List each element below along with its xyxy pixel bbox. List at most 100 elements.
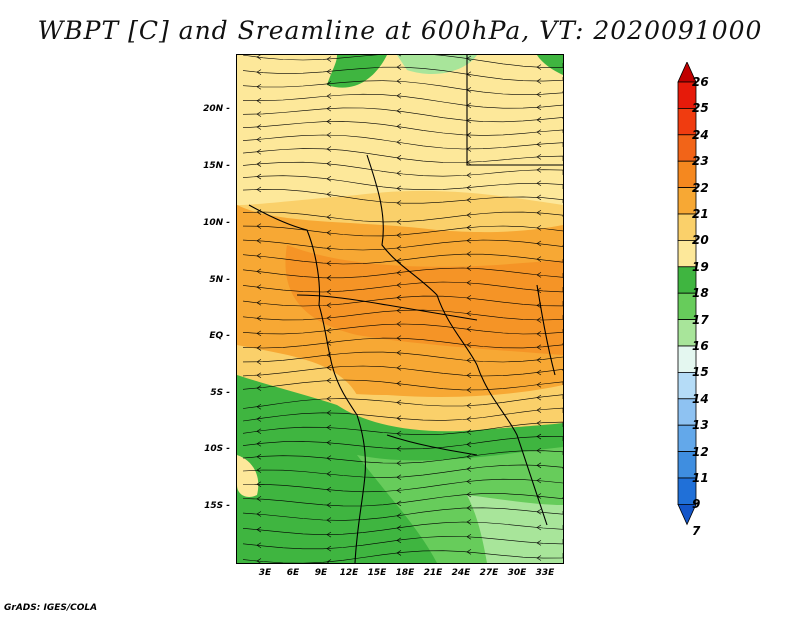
streamline-arrow	[536, 129, 542, 135]
streamline-arrow	[396, 282, 402, 288]
streamline-arrow	[256, 345, 262, 351]
streamline-arrow	[326, 230, 332, 236]
streamline	[242, 121, 563, 136]
streamline	[242, 80, 563, 96]
streamline-arrow	[536, 462, 542, 469]
streamline-arrow	[466, 251, 472, 257]
colorbar-label: 18	[692, 286, 709, 301]
streamline-arrow	[396, 78, 402, 84]
streamline-arrow	[326, 176, 332, 182]
streamline-arrow	[396, 108, 402, 114]
streamline-arrow	[396, 399, 402, 406]
streamline-arrow	[536, 117, 542, 123]
streamline-arrow	[536, 394, 542, 401]
streamline-arrow	[326, 160, 332, 167]
streamline-arrow	[326, 502, 332, 508]
streamline	[242, 55, 563, 68]
streamline	[242, 478, 563, 493]
streamline-arrow	[536, 154, 542, 160]
colorbar-label: 19	[692, 259, 709, 274]
streamline-arrow	[256, 253, 262, 259]
streamline-arrow	[256, 558, 262, 563]
streamline	[242, 295, 563, 307]
colorbar-label: 15	[692, 365, 709, 380]
map-panel[interactable]	[236, 54, 564, 564]
streamline-arrow	[326, 455, 332, 461]
streamline-arrow	[466, 295, 472, 301]
streamline-arrow	[396, 415, 402, 421]
streamline-arrow	[256, 416, 262, 422]
streamline-arrow	[326, 214, 332, 220]
streamline-arrow	[326, 559, 332, 563]
streamline-arrow	[256, 315, 262, 322]
streamline-arrow	[256, 268, 262, 275]
streamline-arrow	[256, 223, 262, 229]
lat-label-10s: 10S -	[204, 444, 230, 454]
lon-label-24e: 24E	[451, 568, 471, 578]
streamline-arrow	[396, 513, 402, 519]
streamline-arrow	[396, 307, 402, 314]
streamline-arrow	[396, 200, 402, 206]
streamline-arrow	[326, 410, 332, 416]
streamline-arrow	[326, 486, 332, 493]
streamline-arrow	[536, 509, 542, 515]
lat-label-5s: 5S -	[210, 388, 230, 398]
map-title: WBPT [C] and Sreamline at 600hPa, VT: 20…	[37, 16, 763, 45]
streamline	[242, 134, 563, 150]
streamline-arrow	[326, 93, 332, 99]
streamline-arrow	[536, 382, 542, 388]
streamline-arrow	[396, 64, 402, 70]
streamline-arrow	[536, 272, 542, 278]
colorbar-label: 22	[692, 180, 709, 195]
wbpt-field-map	[237, 55, 563, 563]
streamline-arrow	[466, 403, 472, 409]
streamline-arrow	[396, 525, 402, 531]
streamline	[242, 436, 563, 450]
streamline	[242, 211, 563, 223]
streamline-arrow	[466, 505, 472, 511]
lat-label-eq: EQ -	[209, 331, 230, 341]
streamline-arrow	[396, 245, 402, 251]
interior-border-2	[476, 364, 548, 526]
streamline-arrow	[256, 300, 262, 306]
streamline-arrow	[396, 335, 402, 341]
streamline-arrow	[256, 372, 262, 379]
streamline	[242, 464, 563, 478]
lon-label-3e: 3E	[258, 568, 272, 578]
colorbar	[677, 62, 697, 526]
streamline	[242, 536, 563, 550]
streamline-arrow	[326, 517, 332, 523]
streamline-arrow	[396, 500, 402, 507]
streamline	[242, 507, 563, 521]
streamline-arrow	[326, 132, 332, 138]
lon-label-27e: 27E	[479, 568, 499, 578]
streamline-arrow	[256, 542, 262, 549]
streamline-arrow	[466, 478, 472, 485]
streamline	[242, 323, 563, 335]
streamline-arrow	[536, 287, 542, 294]
streamline-arrow	[326, 545, 332, 552]
streamline-arrow	[256, 149, 262, 155]
north-green-patch	[327, 55, 387, 88]
streamline-arrow	[536, 91, 542, 98]
streamline-arrow	[466, 466, 472, 472]
streamline-arrow	[326, 118, 332, 125]
streamline-arrow	[326, 289, 332, 295]
streamline-arrow	[396, 460, 402, 467]
streamline-arrow	[256, 186, 262, 193]
streamline	[242, 281, 563, 293]
streamline-arrow	[466, 533, 472, 540]
grads-credit: GrADS: IGES/COLA	[4, 603, 98, 613]
streamline-arrow	[256, 173, 262, 180]
colorbar-label: 12	[692, 444, 709, 459]
lat-label-20n: 20N -	[203, 104, 230, 114]
streamline-arrow	[536, 167, 542, 173]
streamline-arrow	[536, 369, 542, 376]
streamline-arrow	[396, 321, 402, 327]
streamline-arrow	[396, 92, 402, 99]
streamline-arrow	[326, 146, 332, 152]
streamline	[242, 66, 563, 82]
streamline-arrow	[326, 68, 332, 75]
streamline-arrow	[466, 429, 472, 435]
south-west-yellow-patch	[237, 455, 259, 497]
